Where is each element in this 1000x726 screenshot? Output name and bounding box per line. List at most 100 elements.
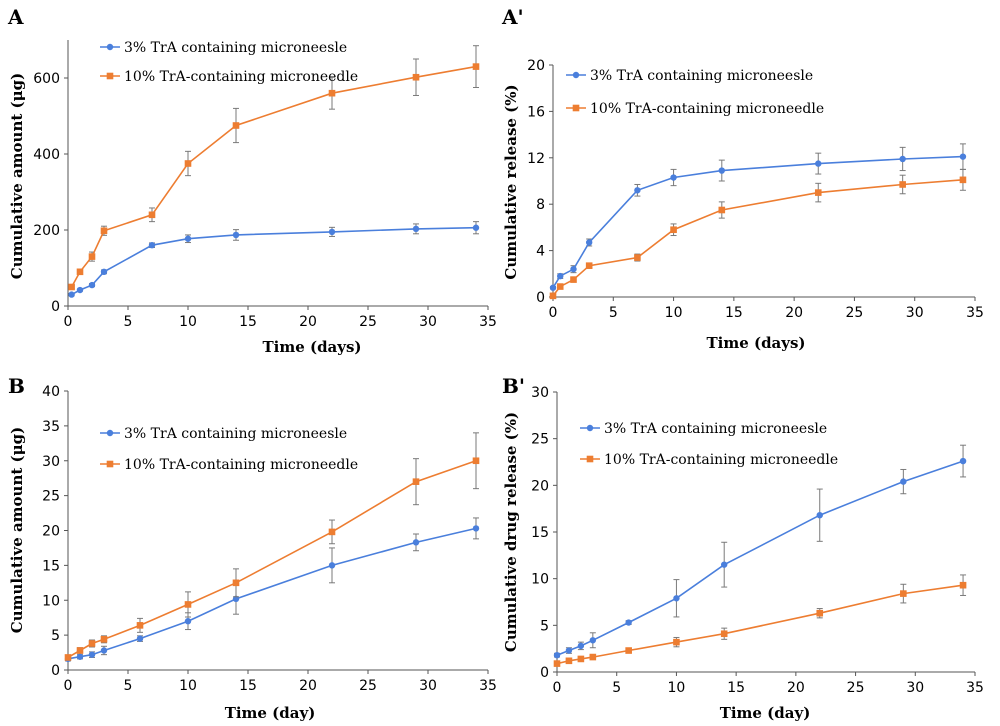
legend-entry-1: 3% TrA containing microneesle	[100, 426, 347, 442]
y-tick-label: 20	[42, 524, 60, 540]
series-2	[64, 432, 480, 661]
series-line	[71, 226, 477, 296]
y-tick-label: 20	[527, 58, 545, 74]
data-point	[88, 253, 96, 260]
data-point	[899, 181, 906, 188]
x-tick-label: 20	[299, 678, 317, 694]
x-tick-label: 35	[479, 314, 497, 330]
data-point	[565, 657, 573, 665]
data-point	[670, 174, 677, 181]
data-point	[136, 622, 144, 629]
series-line	[552, 155, 963, 289]
x-tick-label: 20	[787, 680, 805, 696]
x-axis-title: Time (days)	[262, 338, 361, 356]
x-tick-label: 15	[239, 314, 257, 330]
data-point	[899, 155, 906, 163]
legend-label: 3% TrA containing microneesle	[124, 426, 347, 442]
series-line	[70, 65, 477, 288]
data-point	[570, 265, 577, 273]
data-point	[472, 525, 480, 532]
legend-marker	[586, 455, 594, 463]
y-tick-label: 10	[42, 593, 60, 609]
data-point	[88, 281, 96, 289]
y-tick-label: 15	[42, 558, 60, 574]
series-1	[64, 517, 480, 663]
x-axis-title: Time (day)	[720, 704, 811, 722]
y-tick-label: 30	[531, 385, 549, 401]
data-point	[100, 636, 108, 643]
x-tick-label: 35	[966, 305, 984, 321]
x-axis-title: Time (days)	[706, 334, 805, 352]
y-axis-title: Cumulative drug release (%)	[502, 412, 520, 652]
data-point	[718, 167, 725, 174]
y-tick-label: 0	[536, 290, 545, 306]
data-point	[718, 206, 726, 214]
data-point	[816, 609, 824, 617]
x-axis-title: Time (day)	[225, 704, 316, 722]
x-tick-label: 10	[668, 680, 686, 696]
legend-entry-2: 10% TrA-containing microneedle	[580, 452, 838, 468]
series-1	[549, 143, 967, 291]
legend-marker	[586, 424, 594, 432]
x-tick-label: 0	[553, 680, 562, 696]
x-tick-label: 30	[906, 680, 924, 696]
data-point	[148, 211, 156, 219]
x-tick-label: 20	[785, 305, 803, 321]
x-tick-label: 20	[299, 314, 317, 330]
y-tick-label: 0	[51, 663, 60, 679]
data-point	[136, 635, 144, 642]
legend-entry-1: 3% TrA containing microneesle	[580, 421, 827, 437]
legend-marker	[106, 429, 114, 437]
legend-entry-1: 3% TrA containing microneesle	[100, 40, 347, 56]
x-tick-label: 10	[665, 305, 683, 321]
data-point	[625, 619, 632, 626]
series-line	[67, 460, 477, 659]
x-tick-label: 5	[124, 678, 133, 694]
x-tick-label: 25	[846, 305, 864, 321]
legend-label: 10% TrA-containing microneedle	[124, 69, 358, 85]
x-tick-label: 5	[124, 314, 133, 330]
data-point	[577, 655, 585, 663]
y-tick-label: 15	[531, 525, 549, 541]
y-tick-label: 30	[42, 454, 60, 470]
y-tick-label: 25	[531, 432, 549, 448]
data-point	[670, 226, 677, 234]
series-line	[556, 460, 964, 656]
series-1	[553, 444, 967, 659]
series-line	[556, 584, 964, 665]
data-point	[570, 276, 577, 283]
data-point	[585, 239, 593, 246]
data-point	[673, 638, 680, 646]
data-point	[815, 160, 822, 167]
data-point	[720, 630, 728, 638]
legend-marker	[106, 43, 114, 51]
data-point	[184, 235, 192, 242]
data-point	[556, 283, 564, 290]
legend-label: 3% TrA containing microneesle	[604, 421, 827, 437]
x-tick-label: 30	[906, 305, 924, 321]
series-2	[553, 574, 967, 667]
data-point	[472, 224, 480, 231]
data-point	[88, 640, 96, 647]
legend-label: 10% TrA-containing microneedle	[124, 457, 358, 473]
data-point	[959, 176, 967, 184]
panel-letter: A	[7, 5, 24, 29]
data-point	[585, 262, 593, 269]
y-tick-label: 5	[51, 628, 60, 644]
x-tick-label: 25	[359, 678, 377, 694]
series-1	[68, 221, 480, 298]
data-point	[100, 268, 108, 275]
data-point	[328, 528, 336, 536]
data-point	[553, 660, 561, 667]
data-point	[625, 647, 632, 654]
legend-entry-2: 10% TrA-containing microneedle	[100, 457, 358, 473]
y-axis-title: Cumulative amount (μg)	[8, 73, 26, 279]
data-point	[577, 642, 585, 650]
x-tick-label: 15	[725, 305, 743, 321]
panel-b: B Time (day) Cumulative amount (μg) 0 5 10…	[8, 374, 497, 722]
data-point	[184, 601, 192, 608]
x-tick-label: 15	[239, 678, 257, 694]
y-tick-label: 20	[531, 478, 549, 494]
data-point	[673, 595, 680, 602]
legend-label: 3% TrA containing microneesle	[590, 68, 813, 84]
